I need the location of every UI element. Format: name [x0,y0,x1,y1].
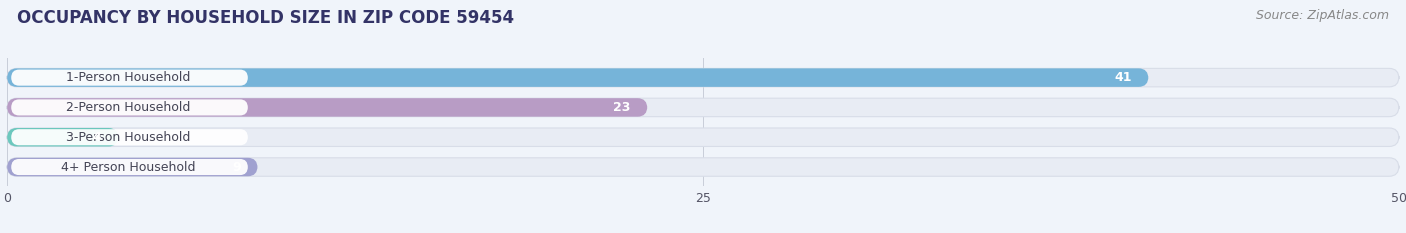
Text: Source: ZipAtlas.com: Source: ZipAtlas.com [1256,9,1389,22]
FancyBboxPatch shape [11,129,247,145]
Text: 1-Person Household: 1-Person Household [66,71,190,84]
Text: 2-Person Household: 2-Person Household [66,101,190,114]
FancyBboxPatch shape [7,128,1399,147]
FancyBboxPatch shape [7,158,1399,176]
Text: 4+ Person Household: 4+ Person Household [60,161,195,174]
Text: 41: 41 [1114,71,1132,84]
FancyBboxPatch shape [7,128,118,147]
FancyBboxPatch shape [11,70,247,86]
Text: 9: 9 [232,161,240,174]
FancyBboxPatch shape [11,159,247,175]
FancyBboxPatch shape [7,68,1149,87]
Text: OCCUPANCY BY HOUSEHOLD SIZE IN ZIP CODE 59454: OCCUPANCY BY HOUSEHOLD SIZE IN ZIP CODE … [17,9,515,27]
FancyBboxPatch shape [7,98,647,117]
Text: 23: 23 [613,101,631,114]
FancyBboxPatch shape [11,99,247,116]
Text: 3-Person Household: 3-Person Household [66,131,190,144]
FancyBboxPatch shape [7,68,1399,87]
FancyBboxPatch shape [7,158,257,176]
FancyBboxPatch shape [7,98,1399,117]
Text: 4: 4 [93,131,101,144]
